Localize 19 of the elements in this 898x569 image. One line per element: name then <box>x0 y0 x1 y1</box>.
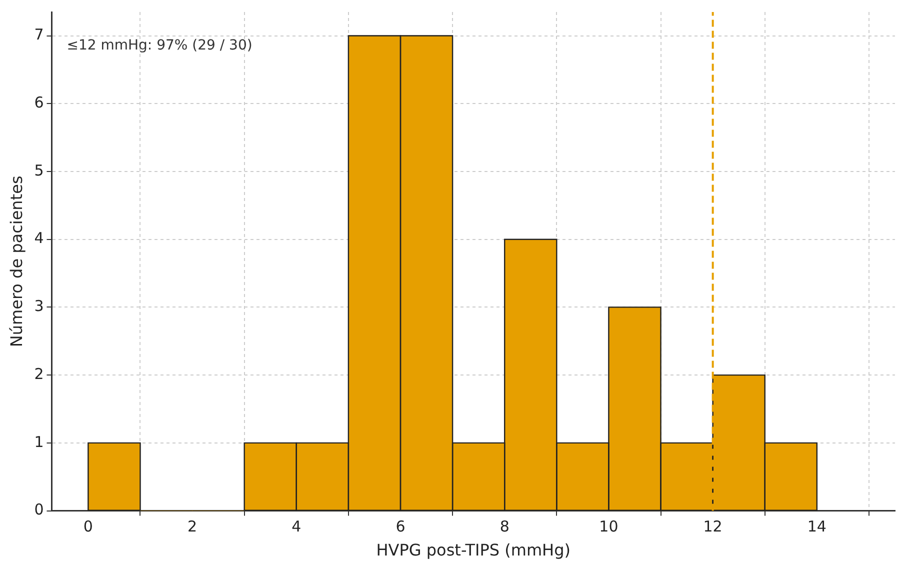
y-tick-label: 4 <box>34 229 44 248</box>
x-tick-label: 14 <box>807 518 826 536</box>
x-tick-label: 8 <box>500 518 510 536</box>
y-axis-title: Número de pacientes <box>6 176 26 348</box>
y-tick-label: 5 <box>34 161 44 180</box>
y-tick-label: 6 <box>34 94 44 112</box>
x-tick-label: 10 <box>599 518 618 536</box>
x-tick-label: 2 <box>188 518 198 536</box>
y-tick-label: 7 <box>34 26 44 44</box>
x-tick-label: 4 <box>292 518 302 536</box>
y-tick-label: 0 <box>34 500 44 519</box>
y-tick-label: 3 <box>34 297 44 316</box>
x-axis-title: HVPG post-TIPS (mmHg) <box>376 540 570 560</box>
annotation: ≤12 mmHg: 97% (29 / 30) <box>66 38 252 54</box>
y-tick-label: 1 <box>34 432 44 451</box>
x-tick-label: 6 <box>396 518 406 536</box>
x-tick-label: 0 <box>83 518 93 536</box>
x-tick-label: 12 <box>703 518 722 536</box>
y-tick-label: 2 <box>34 364 44 383</box>
